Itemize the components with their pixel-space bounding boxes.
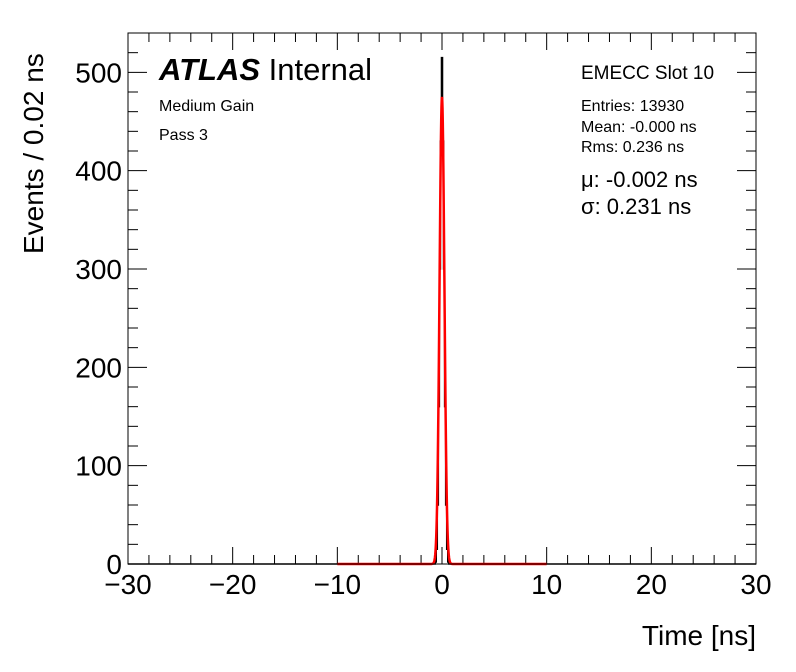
x-tick-label: 10 — [531, 569, 562, 600]
pass-label: Pass 3 — [159, 127, 208, 144]
y-axis-label: Events / 0.02 ns — [18, 53, 49, 254]
x-tick-label: 20 — [636, 569, 667, 600]
x-axis-label: Time [ns] — [641, 620, 756, 651]
y-tick-label: 100 — [75, 451, 122, 482]
y-tick-label: 300 — [75, 254, 122, 285]
y-tick-label: 500 — [75, 57, 122, 88]
x-tick-label: −10 — [314, 569, 362, 600]
y-tick-label: 200 — [75, 352, 122, 383]
fit-mu-label: μ: -0.002 ns — [581, 167, 698, 192]
gain-label: Medium Gain — [159, 98, 255, 115]
plot-frame — [127, 32, 757, 565]
entries-label: Entries: 13930 — [581, 98, 685, 115]
x-tick-label: 0 — [434, 569, 450, 600]
x-tick-label: 30 — [740, 569, 771, 600]
gaussian-fit-curve — [337, 96, 547, 566]
atlas-word: ATLAS — [159, 52, 261, 87]
y-tick-label: 0 — [106, 549, 122, 580]
mean-label: Mean: -0.000 ns — [581, 119, 697, 136]
x-tick-label: −30 — [104, 569, 152, 600]
atlas-label: ATLAS Internal — [159, 52, 372, 88]
rms-label: Rms: 0.236 ns — [581, 139, 685, 156]
fit-sigma-label: σ: 0.231 ns — [581, 194, 692, 219]
slot-label: EMECC Slot 10 — [581, 63, 715, 84]
y-tick-label: 400 — [75, 156, 122, 187]
internal-word: Internal — [268, 52, 373, 87]
histogram-series — [128, 56, 756, 565]
x-tick-label: −20 — [209, 569, 257, 600]
